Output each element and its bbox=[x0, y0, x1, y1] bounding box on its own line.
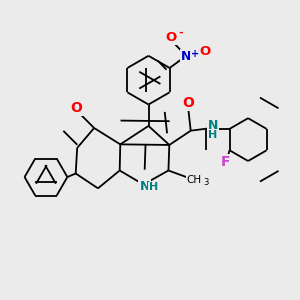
Text: O: O bbox=[182, 96, 194, 110]
Text: N: N bbox=[140, 180, 150, 194]
Text: N: N bbox=[208, 119, 218, 132]
Text: F: F bbox=[221, 155, 231, 169]
Text: +: + bbox=[191, 49, 199, 59]
Text: CH: CH bbox=[187, 175, 202, 185]
Text: -: - bbox=[178, 28, 183, 38]
Text: H: H bbox=[208, 130, 217, 140]
Text: H: H bbox=[149, 182, 158, 193]
Text: 3: 3 bbox=[203, 178, 209, 187]
Text: N: N bbox=[181, 50, 191, 63]
Text: O: O bbox=[200, 45, 211, 58]
Text: O: O bbox=[70, 101, 82, 115]
Text: O: O bbox=[166, 31, 177, 44]
